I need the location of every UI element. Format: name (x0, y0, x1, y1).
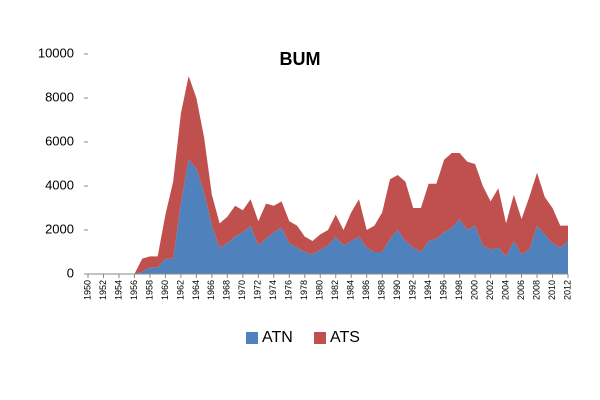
x-tick-label: 1950 (82, 280, 92, 300)
x-tick-label: 1952 (98, 280, 108, 300)
y-tick-label: 4000 (45, 177, 74, 192)
chart-title: BUM (280, 49, 321, 69)
x-tick-label: 2010 (547, 280, 557, 300)
x-tick-label: 1986 (361, 280, 371, 300)
x-tick-label: 1988 (377, 280, 387, 300)
area (88, 159, 568, 274)
x-tick-label: 1992 (408, 280, 418, 300)
x-tick-label: 1962 (175, 280, 185, 300)
legend-label: ATN (262, 329, 293, 346)
x-tick-label: 1972 (253, 280, 263, 300)
x-tick-label: 1982 (330, 280, 340, 300)
x-tick-label: 1964 (191, 280, 201, 300)
x-tick-label: 1970 (237, 280, 247, 300)
legend-swatch (246, 332, 258, 344)
y-tick-label: 2000 (45, 221, 74, 236)
x-tick-label: 1974 (268, 280, 278, 300)
x-tick-label: 1956 (129, 280, 139, 300)
legend-label: ATS (330, 329, 360, 346)
x-tick-label: 2008 (531, 280, 541, 300)
x-tick-label: 2000 (469, 280, 479, 300)
x-tick-label: 1980 (315, 280, 325, 300)
x-tick-label: 1968 (222, 280, 232, 300)
x-tick-label: 1998 (454, 280, 464, 300)
x-tick-label: 2006 (516, 280, 526, 300)
x-tick-label: 1960 (160, 280, 170, 300)
x-tick-label: 2012 (562, 280, 572, 300)
x-tick-label: 2004 (500, 280, 510, 300)
x-tick-label: 1994 (423, 280, 433, 300)
x-tick-label: 1976 (284, 280, 294, 300)
x-tick-label: 1954 (113, 280, 123, 300)
legend-swatch (314, 332, 326, 344)
x-tick-label: 1984 (346, 280, 356, 300)
x-tick-label: 2002 (485, 280, 495, 300)
y-tick-label: 6000 (45, 133, 74, 148)
x-tick-label: 1990 (392, 280, 402, 300)
y-tick-label: 0 (67, 265, 74, 280)
x-tick-label: 1966 (206, 280, 216, 300)
area (88, 76, 568, 274)
y-tick-label: 8000 (45, 89, 74, 104)
x-tick-label: 1978 (299, 280, 309, 300)
y-tick-label: 10000 (38, 45, 74, 60)
x-tick-label: 1958 (144, 280, 154, 300)
x-tick-label: 1996 (439, 280, 449, 300)
